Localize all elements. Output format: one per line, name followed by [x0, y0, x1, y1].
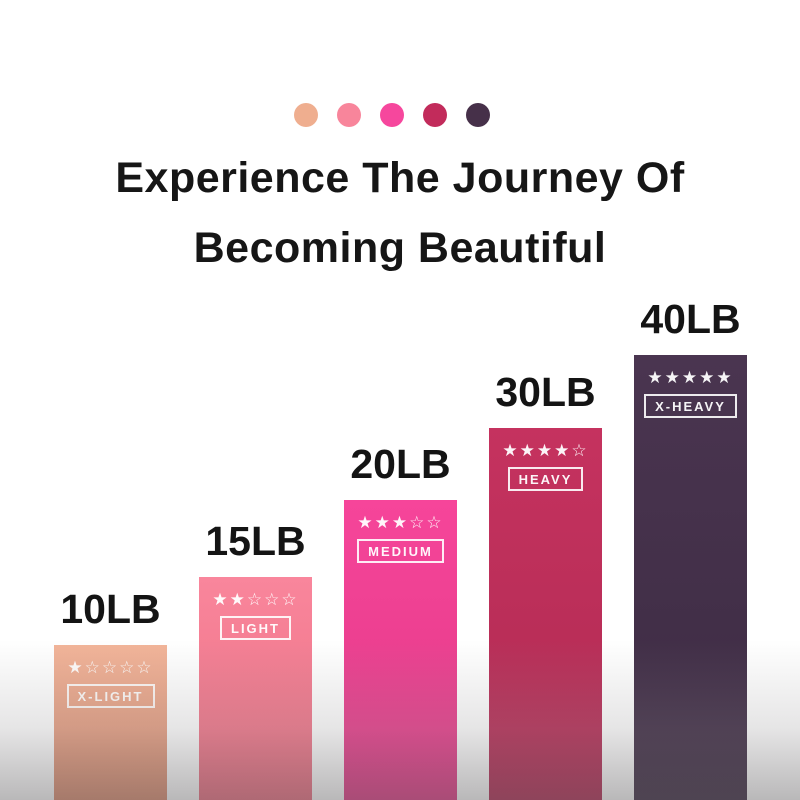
star-rating: ★★★★★: [647, 368, 734, 388]
band-bar-40lb: 40LB ★★★★★ X-HEAVY: [634, 299, 747, 800]
weight-label: 15LB: [205, 518, 306, 564]
title-line-2: Becoming Beautiful: [193, 224, 607, 272]
star-rating: ★★★★☆: [502, 441, 589, 461]
level-badge: MEDIUM: [357, 538, 444, 564]
palette-dot-heavy: [423, 103, 447, 127]
level-badge-wrap: X-HEAVY: [634, 393, 747, 419]
level-badge-wrap: HEAVY: [489, 466, 602, 492]
star-rating: ★★★☆☆: [357, 513, 444, 533]
palette-dot-medium: [380, 103, 404, 127]
palette-dot-xlight: [294, 103, 318, 127]
star-rating: ★☆☆☆☆: [67, 658, 154, 678]
level-badge: X-LIGHT: [66, 683, 155, 709]
palette-dots: [0, 103, 792, 127]
band-bar-10lb: 10LB ★☆☆☆☆ X-LIGHT: [54, 589, 167, 800]
band-bar-30lb: 30LB ★★★★☆ HEAVY: [489, 372, 602, 800]
level-badge-wrap: MEDIUM: [344, 538, 457, 564]
weight-label: 10LB: [60, 586, 161, 632]
star-rating: ★★☆☆☆: [212, 590, 299, 610]
weight-label: 30LB: [495, 369, 596, 415]
level-badge: X-HEAVY: [644, 393, 737, 419]
weight-label: 40LB: [640, 296, 741, 342]
level-badge: LIGHT: [220, 615, 291, 641]
level-badge-wrap: LIGHT: [199, 615, 312, 641]
palette-dot-xheavy: [466, 103, 490, 127]
level-badge-wrap: X-LIGHT: [54, 683, 167, 709]
title-line-1: Experience The Journey Of: [115, 154, 685, 202]
level-badge: HEAVY: [507, 466, 584, 492]
weight-label: 20LB: [350, 441, 451, 487]
page-title: Experience The Journey Of Becoming Beaut…: [0, 143, 800, 283]
palette-dot-light: [337, 103, 361, 127]
band-bar-15lb: 15LB ★★☆☆☆ LIGHT: [199, 521, 312, 800]
band-bar-20lb: 20LB ★★★☆☆ MEDIUM: [344, 444, 457, 800]
